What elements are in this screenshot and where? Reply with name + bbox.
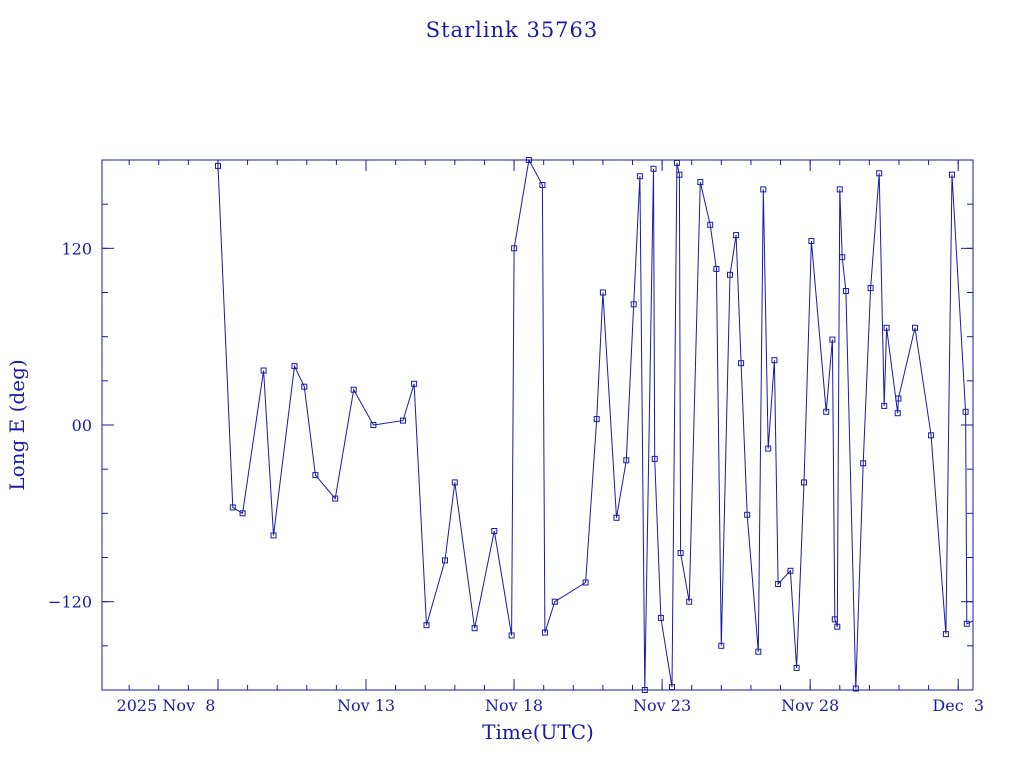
- data-point-marker: [867, 285, 874, 292]
- data-point-marker: [801, 479, 807, 486]
- data-point-marker: [511, 245, 518, 252]
- data-point-marker: [881, 402, 888, 409]
- data-point-marker: [839, 254, 846, 261]
- data-point-marker: [641, 687, 648, 693]
- data-point-marker: [630, 301, 637, 308]
- data-point-marker: [962, 408, 969, 415]
- data-point-marker: [599, 289, 606, 296]
- chart-title: Starlink 35763: [426, 18, 599, 42]
- data-point-marker: [400, 417, 406, 424]
- data-point-marker: [613, 514, 620, 521]
- data-point-marker: [808, 238, 815, 244]
- data-point-marker: [834, 623, 841, 630]
- data-point-marker: [471, 625, 478, 632]
- data-point-marker: [738, 360, 745, 367]
- data-point-marker: [539, 182, 546, 188]
- data-point-marker: [669, 684, 675, 691]
- data-point-marker: [765, 445, 772, 452]
- data-point-marker: [651, 455, 658, 462]
- data-point-marker: [963, 620, 970, 627]
- y-tick-label: −120: [48, 593, 92, 612]
- x-tick-label: Nov 18: [485, 696, 543, 715]
- data-point-marker: [541, 629, 548, 636]
- data-point-marker: [676, 171, 683, 178]
- data-point-marker: [713, 265, 720, 272]
- plot-frame: [101, 159, 974, 691]
- data-point-marker: [525, 157, 532, 163]
- data-point-marker: [949, 171, 955, 178]
- data-point-marker: [686, 598, 693, 605]
- data-point-marker: [229, 504, 236, 511]
- data-point-marker: [883, 324, 890, 331]
- data-point-marker: [928, 432, 935, 439]
- data-point-marker: [718, 642, 725, 649]
- data-point-marker: [650, 165, 657, 172]
- data-point-marker: [411, 380, 418, 387]
- x-tick-label: Nov 28: [781, 696, 839, 715]
- data-point-marker: [860, 460, 867, 467]
- data-point-marker: [829, 336, 836, 343]
- y-tick-label: 00: [72, 416, 92, 435]
- data-point-marker: [332, 495, 339, 502]
- data-point-marker: [423, 622, 430, 629]
- data-point-marker: [301, 383, 308, 390]
- data-point-marker: [836, 186, 843, 193]
- data-point-marker: [733, 232, 740, 239]
- data-point-marker: [942, 631, 949, 638]
- data-point-marker: [842, 288, 849, 294]
- x-tick-label: 2025 Nov 8: [117, 696, 216, 715]
- data-point-marker: [760, 186, 767, 193]
- data-point-marker: [215, 162, 221, 169]
- data-point-marker: [895, 395, 902, 402]
- data-point-marker: [370, 422, 377, 428]
- data-point-marker: [831, 616, 838, 623]
- data-point-marker: [697, 179, 704, 186]
- data-point-marker: [270, 532, 277, 539]
- data-point-marker: [793, 664, 800, 671]
- series-line: [217, 160, 973, 690]
- data-point-marker: [491, 528, 498, 534]
- data-point-marker: [707, 221, 714, 228]
- data-point-marker: [260, 367, 267, 374]
- data-point-marker: [673, 159, 680, 166]
- data-point-marker: [852, 685, 859, 692]
- data-point-marker: [657, 614, 664, 621]
- data-point-marker: [582, 579, 589, 586]
- data-point-marker: [823, 408, 830, 415]
- data-point-marker: [291, 363, 298, 370]
- data-point-marker: [876, 170, 883, 177]
- data-point-marker: [677, 550, 684, 557]
- data-point-marker: [744, 511, 751, 518]
- data-point-marker: [551, 598, 558, 605]
- data-point-marker: [727, 271, 733, 278]
- data-point-marker: [755, 648, 762, 655]
- data-point-marker: [912, 324, 918, 331]
- y-axis-label: Long E (deg): [5, 359, 29, 490]
- data-point-marker: [636, 173, 643, 180]
- x-tick-label: Dec 3: [932, 696, 984, 715]
- y-tick-label: 120: [61, 239, 92, 258]
- x-axis-label: Time(UTC): [482, 720, 594, 744]
- data-point-marker: [787, 567, 794, 574]
- data-point-marker: [593, 416, 600, 423]
- data-point-marker: [451, 479, 458, 486]
- data-point-marker: [508, 632, 515, 639]
- data-point-marker: [350, 386, 357, 393]
- data-point-marker: [312, 472, 319, 479]
- data-point-marker: [623, 457, 630, 464]
- data-point-marker: [894, 410, 901, 417]
- data-point-marker: [771, 357, 778, 364]
- data-point-marker: [442, 557, 448, 564]
- x-tick-label: Nov 13: [337, 696, 395, 715]
- data-point-marker: [775, 581, 782, 587]
- x-tick-label: Nov 23: [633, 696, 691, 715]
- data-point-marker: [239, 510, 246, 517]
